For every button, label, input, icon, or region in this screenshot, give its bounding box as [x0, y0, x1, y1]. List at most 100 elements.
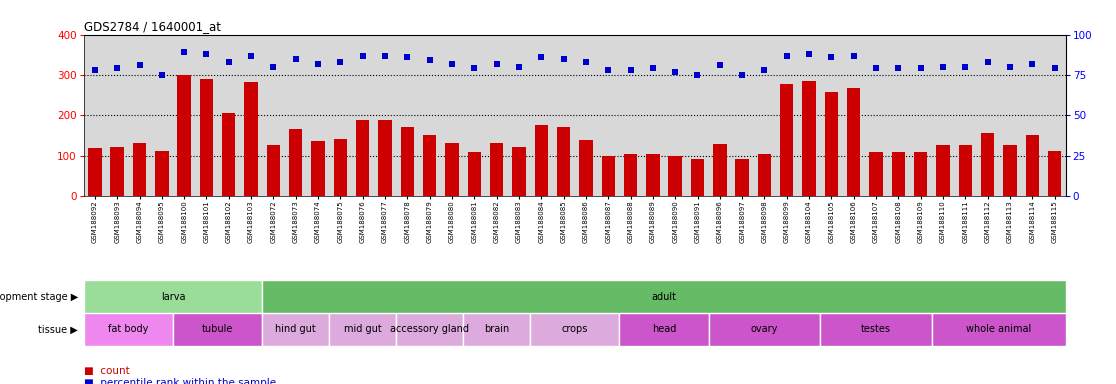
- Bar: [758, 154, 771, 196]
- Bar: [959, 146, 972, 196]
- Bar: [646, 154, 660, 196]
- Bar: [334, 139, 347, 196]
- Bar: [155, 151, 169, 196]
- Text: accessory gland: accessory gland: [391, 324, 469, 334]
- Point: [800, 51, 818, 57]
- Bar: [445, 144, 459, 196]
- Bar: [378, 120, 392, 196]
- Text: fat body: fat body: [108, 324, 148, 334]
- Point: [956, 64, 974, 70]
- Bar: [914, 152, 927, 196]
- Point: [465, 65, 483, 71]
- Point: [86, 67, 104, 73]
- Bar: [222, 113, 235, 196]
- Text: testes: testes: [862, 324, 891, 334]
- Point: [555, 56, 573, 62]
- Bar: [847, 88, 860, 196]
- Bar: [88, 148, 102, 196]
- Bar: [820, 313, 932, 346]
- Point: [153, 72, 171, 78]
- Text: ■  count: ■ count: [84, 366, 129, 376]
- Point: [644, 65, 662, 71]
- Point: [622, 67, 639, 73]
- Bar: [177, 75, 191, 196]
- Point: [510, 64, 528, 70]
- Bar: [262, 313, 329, 346]
- Bar: [200, 79, 213, 196]
- Bar: [802, 81, 816, 196]
- Bar: [267, 146, 280, 196]
- Text: hind gut: hind gut: [276, 324, 316, 334]
- Text: tubule: tubule: [202, 324, 233, 334]
- Bar: [619, 313, 709, 346]
- Bar: [869, 152, 883, 196]
- Bar: [530, 313, 619, 346]
- Point: [421, 57, 439, 63]
- Point: [443, 61, 461, 67]
- Bar: [624, 154, 637, 196]
- Text: tissue ▶: tissue ▶: [38, 324, 78, 334]
- Bar: [84, 313, 173, 346]
- Bar: [932, 313, 1066, 346]
- Point: [689, 72, 706, 78]
- Bar: [557, 127, 570, 196]
- Bar: [892, 152, 905, 196]
- Text: larva: larva: [161, 291, 185, 302]
- Text: ■  percentile rank within the sample: ■ percentile rank within the sample: [84, 378, 276, 384]
- Bar: [535, 125, 548, 196]
- Text: ovary: ovary: [751, 324, 778, 334]
- Bar: [709, 313, 820, 346]
- Bar: [936, 146, 950, 196]
- Bar: [396, 313, 463, 346]
- Bar: [579, 140, 593, 196]
- Bar: [133, 144, 146, 196]
- Point: [733, 72, 751, 78]
- Point: [778, 53, 796, 59]
- Point: [889, 65, 907, 71]
- Text: brain: brain: [484, 324, 509, 334]
- Bar: [1003, 146, 1017, 196]
- Bar: [780, 84, 793, 196]
- Text: whole animal: whole animal: [966, 324, 1031, 334]
- Bar: [1026, 136, 1039, 196]
- Point: [264, 64, 282, 70]
- Bar: [713, 144, 727, 196]
- Point: [354, 53, 372, 59]
- Point: [1046, 65, 1064, 71]
- Point: [867, 65, 885, 71]
- Bar: [1048, 151, 1061, 196]
- Point: [376, 53, 394, 59]
- Text: GDS2784 / 1640001_at: GDS2784 / 1640001_at: [84, 20, 221, 33]
- Bar: [463, 313, 530, 346]
- Text: adult: adult: [652, 291, 676, 302]
- Bar: [173, 313, 262, 346]
- Point: [108, 65, 126, 71]
- Bar: [401, 127, 414, 196]
- Point: [599, 67, 617, 73]
- Point: [242, 53, 260, 59]
- Text: head: head: [652, 324, 676, 334]
- Bar: [329, 313, 396, 346]
- Text: crops: crops: [561, 324, 588, 334]
- Bar: [490, 144, 503, 196]
- Bar: [262, 280, 1066, 313]
- Point: [488, 61, 506, 67]
- Bar: [423, 136, 436, 196]
- Point: [220, 59, 238, 65]
- Bar: [244, 82, 258, 196]
- Point: [822, 54, 840, 60]
- Bar: [468, 152, 481, 196]
- Point: [198, 51, 215, 57]
- Point: [309, 61, 327, 67]
- Bar: [981, 133, 994, 196]
- Point: [131, 62, 148, 68]
- Text: mid gut: mid gut: [344, 324, 382, 334]
- Point: [175, 49, 193, 55]
- Bar: [356, 120, 369, 196]
- Point: [711, 62, 729, 68]
- Point: [398, 54, 416, 60]
- Bar: [825, 92, 838, 196]
- Bar: [691, 159, 704, 196]
- Point: [1023, 61, 1041, 67]
- Point: [331, 59, 349, 65]
